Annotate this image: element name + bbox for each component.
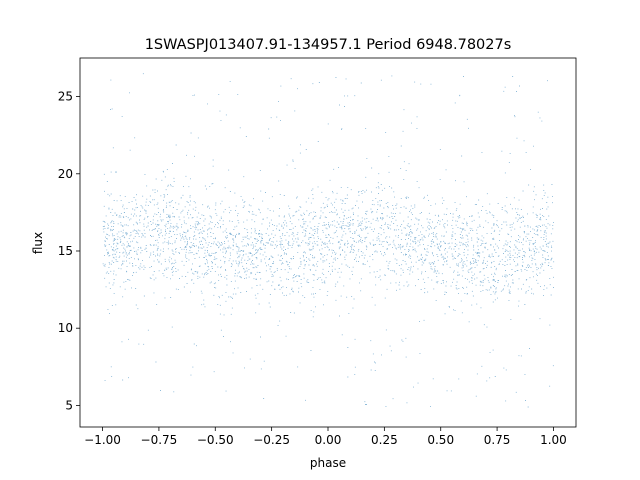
y-tick-label: 5 xyxy=(65,398,73,412)
x-tick-label: 0.75 xyxy=(484,433,511,447)
y-axis-ticks: 5 10 15 20 25 xyxy=(58,90,80,412)
y-tick-label: 25 xyxy=(58,90,73,104)
data-point xyxy=(102,73,555,408)
chart-title: 1SWASPJ013407.91-134957.1 Period 6948.78… xyxy=(145,37,512,53)
x-axis-ticks: −1.00 −0.75 −0.50 −0.25 0.00 0.25 0.50 0.75 1.00 xyxy=(84,427,567,447)
y-axis-label: flux xyxy=(31,232,45,254)
x-tick-label: 0.50 xyxy=(427,433,454,447)
x-tick-label: −1.00 xyxy=(84,433,121,447)
y-tick-label: 20 xyxy=(58,167,73,181)
x-tick-label: −0.50 xyxy=(197,433,234,447)
scatter-points xyxy=(102,73,555,408)
x-tick-label: −0.25 xyxy=(253,433,290,447)
x-tick-label: 1.00 xyxy=(540,433,567,447)
x-tick-label: 0.25 xyxy=(371,433,398,447)
y-tick-label: 10 xyxy=(58,321,73,335)
x-axis-label: phase xyxy=(310,456,346,470)
x-tick-label: 0.00 xyxy=(315,433,342,447)
x-tick-label: −0.75 xyxy=(141,433,178,447)
y-tick-label: 15 xyxy=(58,244,73,258)
